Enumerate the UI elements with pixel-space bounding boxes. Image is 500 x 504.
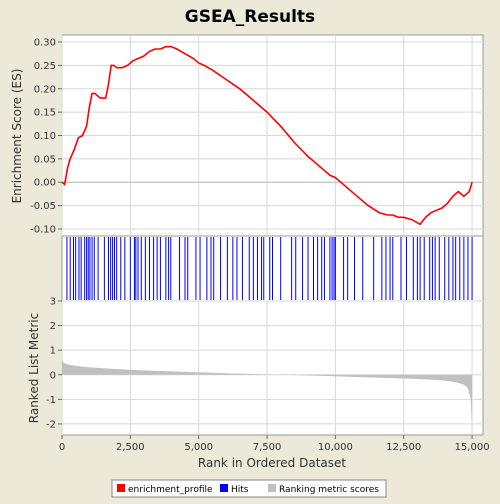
es-tick-label: 0.15 [34,108,56,119]
rank-tick-label: -1 [46,395,56,406]
x-axis-label: Rank in Ordered Dataset [198,456,346,470]
enrichment-profile-path [61,45,473,226]
legend-swatch-hits [220,484,228,492]
legend-box [111,479,387,498]
es-tick-label: 0.30 [34,38,56,49]
es-tick-label: 0.25 [34,61,56,72]
legend-label-enrichment-profile: enrichment_profile [128,485,213,495]
es-tick-label: -0.10 [30,224,56,235]
x-tick-label: 2,500 [116,442,145,453]
es-tick-label: -0.05 [30,201,56,212]
es-gridlines [61,35,483,236]
legend-swatch-enrichment-profile [117,484,125,492]
x-tick-label: 10,000 [318,442,353,453]
legend-swatch-ranking-metric [268,484,276,492]
rank-tick-label: 3 [50,297,56,308]
es-y-axis-label: Enrichment Score (ES) [10,69,24,204]
x-axis: 0 2,500 5,000 7,500 10,000 12,500 15,000 [59,435,490,453]
x-tick-label: 15,000 [455,442,490,453]
x-tick-label: 0 [59,442,65,453]
rank-y-axis-label: Ranked List Metric [27,313,41,423]
es-tick-label: 0.20 [34,84,56,95]
es-tick-label: 0.05 [34,154,56,165]
hit-markers [66,237,473,300]
legend-label-hits: Hits [231,485,249,495]
es-y-axis: -0.10 -0.05 0.00 0.05 0.10 0.15 0.20 0.25 0.30 [30,38,62,235]
x-tick-label: 5,000 [184,442,213,453]
es-tick-label: 0.10 [34,131,56,142]
x-tick-label: 7,500 [253,442,282,453]
legend: enrichment_profile Hits Ranking metric s… [111,479,387,498]
rank-tick-label: 2 [50,321,56,332]
rank-tick-label: 0 [50,370,56,381]
x-tick-label: 12,500 [386,442,421,453]
enrichment-profile-line [61,45,483,226]
rank-y-axis: -2 -1 0 1 2 3 [46,297,62,430]
es-tick-label: 0.00 [34,178,56,189]
chart-title: GSEA_Results [185,7,315,27]
rank-tick-label: -2 [46,419,56,430]
legend-label-ranking-metric: Ranking metric scores [279,485,379,495]
rank-tick-label: 1 [50,346,56,357]
rank-metric-panel [61,300,484,436]
